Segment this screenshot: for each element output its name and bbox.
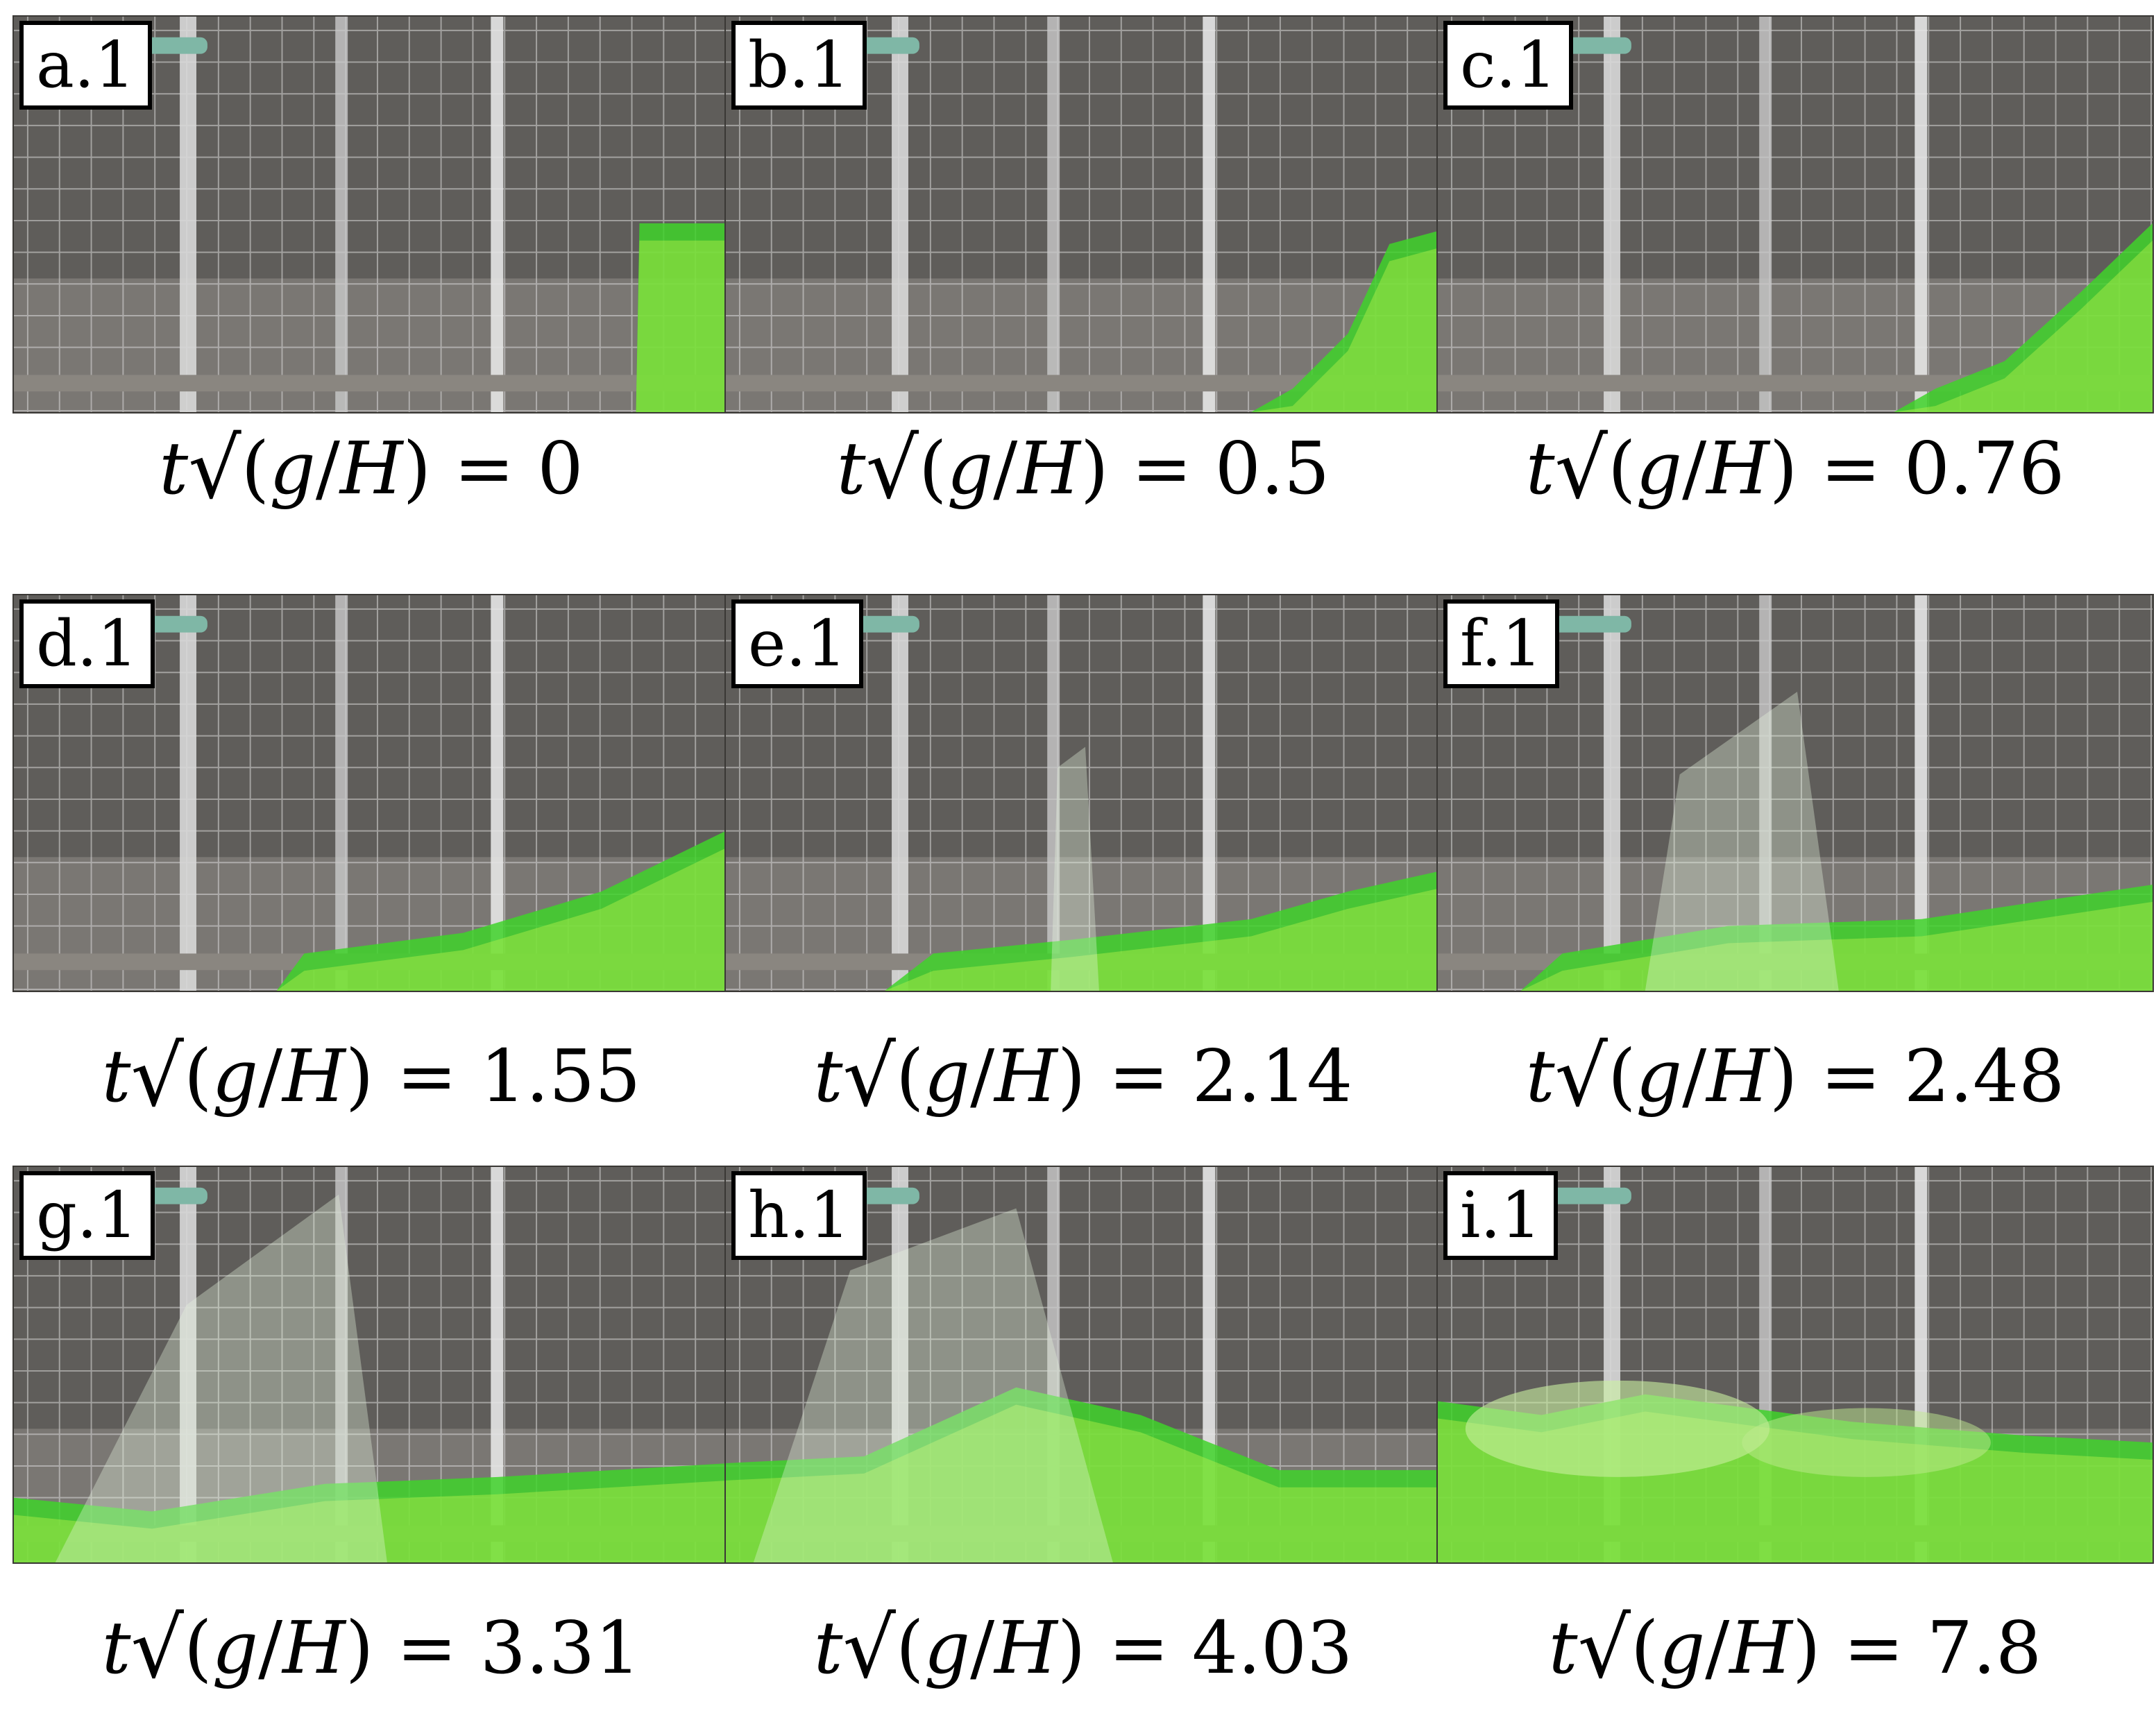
gate-post <box>335 17 348 412</box>
water-highlight <box>276 846 729 991</box>
time-value: 0.5 <box>1214 426 1330 511</box>
time-caption-b: t√(g/H) = 0.5 <box>836 421 1330 518</box>
panel-d: d.1 <box>12 594 730 992</box>
water-highlight <box>1894 240 2153 412</box>
time-caption-d: t√(g/H) = 1.55 <box>101 1029 641 1125</box>
water-highlight <box>1520 901 2153 991</box>
tank-scene <box>1438 17 2153 412</box>
water-body <box>726 1387 1441 1562</box>
foam-patch <box>1465 1380 1770 1477</box>
water-spray <box>1051 747 1099 991</box>
water-spray <box>1645 692 1839 991</box>
panel-label: e.1 <box>731 599 864 688</box>
panel-label: h.1 <box>731 1171 867 1260</box>
time-caption-a: t√(g/H) = 0 <box>159 421 584 518</box>
time-value: 0 <box>537 426 584 511</box>
grid-lines <box>1438 17 2153 412</box>
tank-floor-shadow <box>14 278 729 412</box>
time-value: 2.14 <box>1191 1034 1353 1118</box>
gate-post <box>1047 595 1060 991</box>
support-post <box>491 595 504 991</box>
panel-label: a.1 <box>19 21 152 110</box>
support-post <box>1915 17 1928 412</box>
tank-base-rail <box>14 375 729 392</box>
water-highlight <box>1251 247 1441 412</box>
water-body <box>1894 223 2153 412</box>
support-post <box>180 1167 196 1562</box>
support-post <box>892 595 908 991</box>
time-value: 7.8 <box>1926 1605 2042 1690</box>
panel-h: h.1 <box>724 1166 1442 1564</box>
water-highlight <box>726 1404 1441 1562</box>
gate-post <box>1759 595 1772 991</box>
time-caption-g: t√(g/H) = 3.31 <box>101 1601 641 1697</box>
time-value: 0.76 <box>1903 426 2065 511</box>
water-highlight <box>636 240 729 412</box>
time-value: 1.55 <box>479 1034 641 1118</box>
support-post <box>892 17 908 412</box>
time-caption-f: t√(g/H) = 2.48 <box>1525 1029 2065 1125</box>
support-post <box>491 1167 504 1562</box>
support-post <box>1203 595 1216 991</box>
time-value: 3.31 <box>479 1605 641 1690</box>
panel-label: d.1 <box>19 599 155 688</box>
tank-base-rail <box>726 375 1441 392</box>
time-caption-c: t√(g/H) = 0.76 <box>1525 421 2065 518</box>
panel-f: f.1 <box>1436 594 2154 992</box>
panel-e: e.1 <box>724 594 1442 992</box>
time-caption-h: t√(g/H) = 4.03 <box>813 1601 1353 1697</box>
water-body <box>14 1463 729 1562</box>
water-body <box>636 223 729 412</box>
water-body <box>1520 885 2153 991</box>
panel-a: a.1 <box>12 15 730 414</box>
panel-c: c.1 <box>1436 15 2154 414</box>
gate-post <box>1759 17 1772 412</box>
water-body <box>885 871 1441 991</box>
support-post <box>180 595 196 991</box>
support-post <box>1604 595 1620 991</box>
panel-i: i.1 <box>1436 1166 2154 1564</box>
support-post <box>1203 17 1216 412</box>
support-post <box>1604 17 1620 412</box>
panel-b: b.1 <box>724 15 1442 414</box>
panel-label: i.1 <box>1443 1171 1559 1260</box>
support-post <box>1915 595 1928 991</box>
water-spray <box>753 1208 1113 1562</box>
support-post <box>491 17 504 412</box>
water-body <box>276 829 729 991</box>
panel-label: c.1 <box>1443 21 1574 110</box>
support-post <box>180 17 196 412</box>
tank-scene <box>726 1167 1441 1562</box>
time-value: 2.48 <box>1903 1034 2065 1118</box>
foam-patch <box>1742 1408 1991 1477</box>
time-value: 4.03 <box>1191 1605 1353 1690</box>
water-spray <box>55 1194 387 1562</box>
time-caption-i: t√(g/H) = 7.8 <box>1548 1601 2042 1697</box>
panel-label: f.1 <box>1443 599 1559 688</box>
water-highlight <box>885 888 1441 991</box>
water-body <box>1251 230 1441 412</box>
panel-g: g.1 <box>12 1166 730 1564</box>
panel-label: b.1 <box>731 21 867 110</box>
tank-scene <box>14 17 729 412</box>
gate-post <box>335 1167 348 1562</box>
water-highlight <box>14 1480 729 1562</box>
gate-post <box>335 595 348 991</box>
time-caption-e: t√(g/H) = 2.14 <box>813 1029 1353 1125</box>
gate-post <box>1047 17 1060 412</box>
tank-scene <box>1438 595 2153 991</box>
panel-label: g.1 <box>19 1171 155 1260</box>
